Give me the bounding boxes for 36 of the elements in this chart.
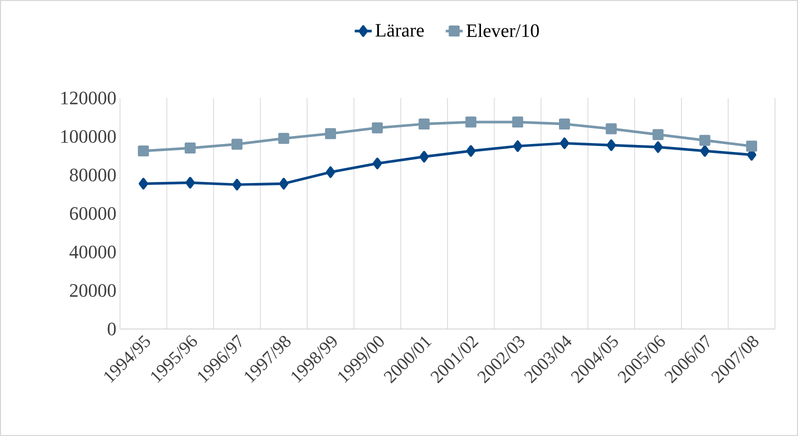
point — [419, 150, 429, 163]
point — [184, 142, 196, 154]
point — [372, 122, 383, 134]
point — [699, 134, 710, 146]
point — [326, 166, 336, 178]
point — [513, 140, 522, 152]
legend-label: Elever/10 — [466, 24, 539, 38]
y-tick-label: 0 — [108, 322, 116, 336]
y-tick-label: 20000 — [70, 284, 116, 297]
point — [653, 141, 663, 153]
point — [278, 132, 290, 144]
point — [560, 137, 570, 150]
y-tick-label: 60000 — [70, 207, 116, 220]
legend-label: Lärare — [376, 24, 424, 37]
y-tick-label: 120000 — [61, 92, 116, 104]
point — [231, 138, 242, 150]
point — [138, 178, 148, 190]
point — [325, 128, 336, 140]
y-tick-label: 80000 — [70, 168, 116, 182]
y-tick-label: 40000 — [70, 246, 116, 258]
point — [606, 139, 616, 151]
point — [558, 118, 570, 130]
point — [418, 118, 430, 130]
point — [652, 129, 664, 140]
point — [465, 116, 476, 128]
point — [512, 116, 524, 128]
point — [372, 158, 382, 170]
point — [279, 178, 288, 190]
y-tick-label: 100000 — [61, 130, 116, 143]
point — [606, 123, 617, 134]
point — [746, 140, 758, 152]
point — [700, 145, 710, 157]
point — [232, 178, 242, 190]
point — [138, 145, 149, 156]
point — [186, 176, 195, 188]
point — [466, 145, 476, 157]
